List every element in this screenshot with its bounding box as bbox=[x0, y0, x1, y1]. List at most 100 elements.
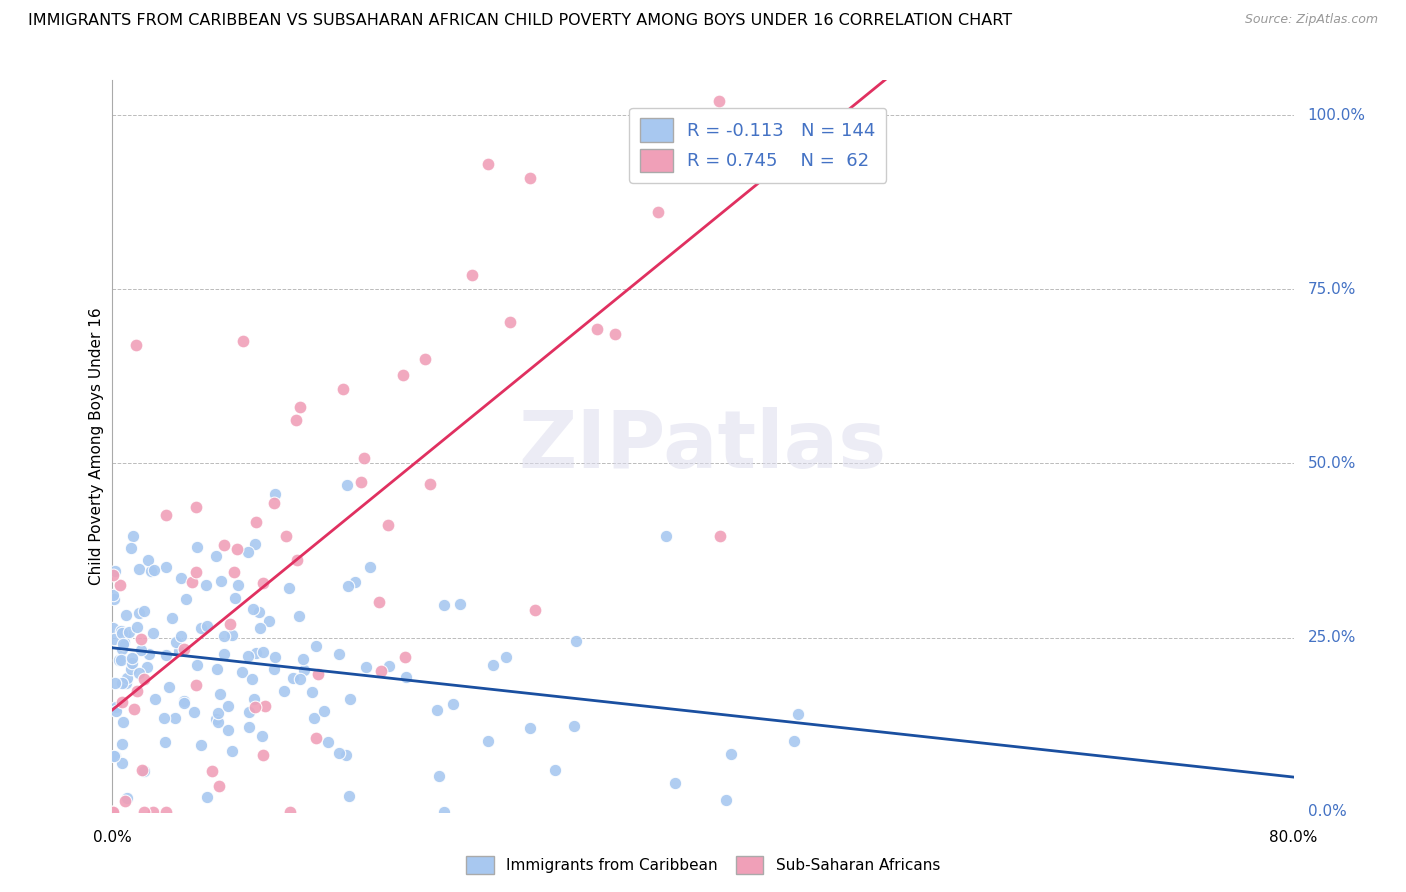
Point bbox=[114, 794, 136, 808]
Point bbox=[111, 625, 134, 640]
Point bbox=[111, 642, 134, 657]
Point bbox=[245, 515, 267, 529]
Point bbox=[155, 559, 177, 574]
Point bbox=[242, 602, 264, 616]
Point bbox=[129, 632, 152, 647]
Point bbox=[274, 529, 297, 543]
Point bbox=[115, 671, 138, 685]
Point bbox=[277, 581, 299, 595]
Point bbox=[101, 621, 124, 635]
Point bbox=[217, 723, 239, 738]
Point bbox=[232, 334, 254, 348]
Text: Source: ZipAtlas.com: Source: ZipAtlas.com bbox=[1244, 13, 1378, 27]
Point bbox=[359, 559, 381, 574]
Point bbox=[173, 694, 195, 708]
Point bbox=[190, 621, 212, 635]
Point bbox=[207, 714, 229, 729]
Point bbox=[249, 621, 271, 635]
Point bbox=[136, 553, 159, 567]
Point bbox=[118, 624, 141, 639]
Point bbox=[134, 672, 156, 686]
Point bbox=[173, 642, 195, 657]
Point bbox=[392, 368, 415, 383]
Point bbox=[305, 640, 328, 654]
Point bbox=[159, 680, 181, 694]
Point bbox=[224, 591, 246, 606]
Point bbox=[307, 666, 329, 681]
Point bbox=[170, 571, 193, 585]
Point bbox=[155, 508, 177, 523]
Point bbox=[242, 672, 264, 686]
Point bbox=[174, 591, 197, 606]
Point bbox=[184, 565, 207, 579]
Point bbox=[212, 538, 235, 552]
Point bbox=[413, 351, 436, 366]
Point bbox=[378, 658, 401, 673]
Point bbox=[190, 738, 212, 752]
Text: 80.0%: 80.0% bbox=[1270, 830, 1317, 845]
Point bbox=[212, 648, 235, 662]
Point bbox=[131, 643, 153, 657]
Point bbox=[205, 662, 228, 676]
Point bbox=[332, 382, 354, 396]
Point bbox=[477, 157, 499, 171]
Point bbox=[647, 204, 669, 219]
Y-axis label: Child Poverty Among Boys Under 16: Child Poverty Among Boys Under 16 bbox=[89, 307, 104, 585]
Point bbox=[218, 616, 240, 631]
Point bbox=[316, 735, 339, 749]
Point bbox=[135, 660, 157, 674]
Point bbox=[429, 769, 451, 783]
Point bbox=[337, 789, 360, 803]
Point bbox=[707, 94, 730, 108]
Point bbox=[564, 634, 586, 648]
Point bbox=[121, 528, 143, 542]
Point bbox=[288, 609, 311, 624]
Point bbox=[304, 731, 326, 746]
Point bbox=[110, 624, 132, 638]
Point bbox=[283, 671, 305, 685]
Point bbox=[108, 653, 131, 667]
Point bbox=[115, 675, 138, 690]
Point bbox=[131, 764, 153, 778]
Point bbox=[441, 698, 464, 712]
Point bbox=[377, 518, 399, 533]
Point bbox=[112, 635, 135, 649]
Point bbox=[367, 595, 389, 609]
Point bbox=[709, 529, 731, 543]
Point bbox=[449, 597, 471, 611]
Point bbox=[301, 684, 323, 698]
Point bbox=[499, 315, 522, 329]
Text: 100.0%: 100.0% bbox=[1308, 108, 1365, 122]
Point bbox=[103, 632, 125, 646]
Point bbox=[394, 650, 416, 665]
Point bbox=[339, 692, 361, 706]
Point bbox=[655, 528, 678, 542]
Legend: Immigrants from Caribbean, Sub-Saharan Africans: Immigrants from Caribbean, Sub-Saharan A… bbox=[460, 850, 946, 880]
Point bbox=[184, 500, 207, 514]
Point bbox=[291, 652, 314, 666]
Point bbox=[231, 665, 253, 679]
Point bbox=[209, 574, 232, 588]
Point bbox=[108, 578, 131, 592]
Point bbox=[353, 451, 375, 466]
Point bbox=[201, 764, 224, 779]
Point bbox=[104, 564, 127, 578]
Point bbox=[128, 606, 150, 620]
Point bbox=[252, 575, 274, 590]
Point bbox=[204, 549, 226, 563]
Point bbox=[263, 496, 285, 510]
Point bbox=[111, 676, 134, 690]
Point bbox=[142, 563, 165, 577]
Point bbox=[132, 604, 155, 618]
Point bbox=[238, 720, 260, 734]
Point bbox=[121, 650, 143, 665]
Point bbox=[226, 542, 249, 557]
Text: 0.0%: 0.0% bbox=[1308, 805, 1347, 819]
Point bbox=[195, 619, 218, 633]
Point bbox=[314, 704, 336, 718]
Point bbox=[153, 711, 176, 725]
Point bbox=[110, 653, 132, 667]
Point bbox=[495, 650, 517, 665]
Point bbox=[111, 714, 134, 729]
Point bbox=[257, 614, 280, 628]
